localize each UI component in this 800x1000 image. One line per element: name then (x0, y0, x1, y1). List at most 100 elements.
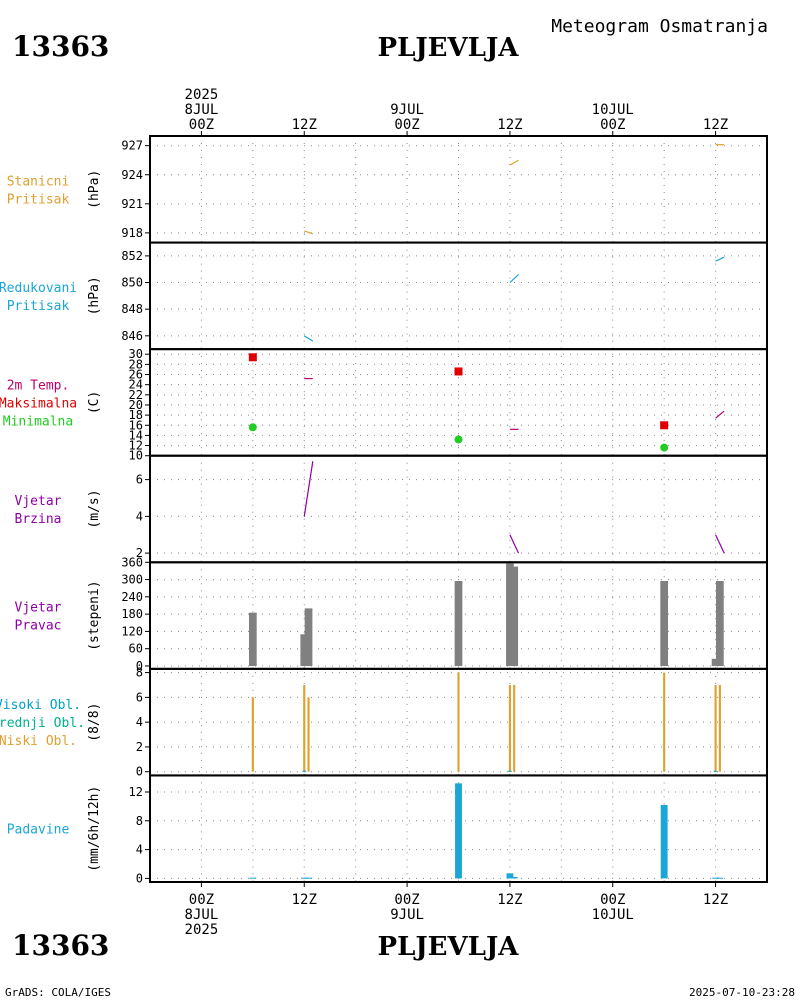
y-tick-label: 8 (136, 666, 143, 680)
panel-variable-label: Pritisak (7, 192, 70, 207)
x-tick-label-top: 00Z (600, 117, 625, 133)
series-segment (304, 230, 314, 235)
x-tick-label-top: 12Z (292, 117, 317, 133)
panel-frame (149, 135, 768, 244)
y-tick-label: 924 (121, 168, 143, 182)
series-bar (305, 877, 312, 879)
series-bar (713, 770, 718, 772)
y-tick-label: 10 (129, 449, 143, 463)
y-tick-label: 360 (121, 555, 143, 569)
series-bar (506, 562, 514, 666)
series-segment (303, 335, 314, 342)
series-segment (509, 159, 519, 166)
series-bar (507, 770, 512, 772)
panel-unit-label: (C) (87, 391, 102, 414)
tmin-marker (454, 435, 463, 444)
series-bar (716, 581, 724, 666)
y-tick-label: 22 (129, 388, 143, 402)
series-bar (510, 566, 519, 666)
series-bar (506, 873, 514, 879)
y-tick-label: 2 (136, 740, 143, 754)
x-tick-label-top: 2025 (185, 87, 219, 103)
x-tick-label-top: 9JUL (390, 102, 424, 118)
y-tick-label: 4 (136, 509, 143, 523)
x-tick-label-bottom: 00Z (394, 892, 419, 908)
series-segment (715, 410, 725, 419)
series-segment (715, 534, 725, 554)
x-tick-label-top: 12Z (497, 117, 522, 133)
panel-unit-label: (hPa) (87, 276, 102, 315)
panel-variable-label: Niski Obl. (0, 734, 77, 749)
series-bar (718, 684, 721, 772)
panel-variable-label: 2m Temp. (7, 378, 70, 393)
series-bar (304, 608, 313, 666)
series-bar (300, 877, 308, 879)
panel-variable-label: Padavine (7, 823, 70, 838)
series-bar (300, 634, 309, 666)
y-tick-label: 120 (121, 624, 143, 638)
x-tick-label-bottom: 00Z (189, 892, 214, 908)
series-bar (513, 684, 516, 772)
panel-variable-label: Vjetar (15, 494, 62, 509)
station-name-bottom: PLJEVLJA (378, 932, 520, 962)
y-tick-label: 16 (129, 418, 143, 432)
x-tick-label-bottom: 12Z (292, 892, 317, 908)
panel-frame (149, 241, 768, 351)
panel-variable-label: Vjetar (15, 601, 62, 616)
y-tick-label: 12 (129, 439, 143, 453)
x-tick-label-bottom: 9JUL (390, 907, 424, 923)
panel-variable-label: Redukovani (0, 281, 77, 296)
tmax-marker (454, 367, 463, 376)
x-tick-label-bottom: 00Z (600, 892, 625, 908)
y-tick-label: 918 (121, 226, 143, 240)
y-tick-label: 24 (129, 378, 143, 392)
series-bar (248, 612, 257, 666)
x-tick-label-bottom: 12Z (703, 892, 728, 908)
y-tick-label: 60 (129, 642, 143, 656)
tmax-marker (248, 353, 257, 362)
tmin-marker (660, 443, 669, 452)
y-tick-label: 4 (136, 715, 143, 729)
y-tick-label: 927 (121, 139, 143, 153)
x-tick-label-top: 00Z (394, 117, 419, 133)
panel-variable-label: Visoki Obl. (0, 698, 81, 713)
y-tick-label: 14 (129, 428, 143, 442)
y-tick-label: 846 (121, 329, 143, 343)
y-tick-label: 6 (136, 690, 143, 704)
chart-subtitle: Meteogram Osmatranja (551, 16, 768, 37)
y-tick-label: 850 (121, 276, 143, 290)
series-bar (663, 672, 666, 772)
panel-frame (149, 774, 768, 884)
series-bar (457, 672, 460, 772)
y-tick-label: 4 (136, 843, 143, 857)
series-bar (508, 684, 511, 772)
x-tick-label-bottom: 2025 (185, 922, 219, 938)
panel-frame (149, 454, 768, 564)
x-tick-label-bottom: 10JUL (592, 907, 634, 923)
y-tick-label: 300 (121, 573, 143, 587)
tmin-marker (248, 423, 257, 432)
x-tick-label-bottom: 12Z (497, 892, 522, 908)
series-bar (660, 804, 668, 879)
panel-unit-label: (mm/6h/12h) (87, 786, 102, 872)
y-tick-label: 28 (129, 357, 143, 371)
y-tick-label: 12 (129, 785, 143, 799)
series-bar (711, 658, 720, 666)
panel-unit-label: (stepeni) (87, 580, 102, 650)
panel-unit-label: (8/8) (87, 703, 102, 742)
series-bar (510, 876, 518, 879)
series-bar (714, 684, 717, 772)
footer-credit: GrADS: COLA/IGES (5, 986, 111, 999)
footer-timestamp: 2025-07-10-23:28 (689, 986, 795, 999)
series-bar (251, 697, 254, 772)
series-segment (509, 274, 519, 283)
series-bar (302, 770, 307, 772)
y-tick-label: 240 (121, 590, 143, 604)
series-segment (509, 534, 520, 554)
series-bar (455, 783, 462, 879)
panel-variable-label: Stanicni (7, 174, 70, 189)
station-id-bottom: 13363 (12, 929, 109, 962)
panel-unit-label: (hPa) (87, 170, 102, 209)
tmax-marker (660, 421, 669, 430)
